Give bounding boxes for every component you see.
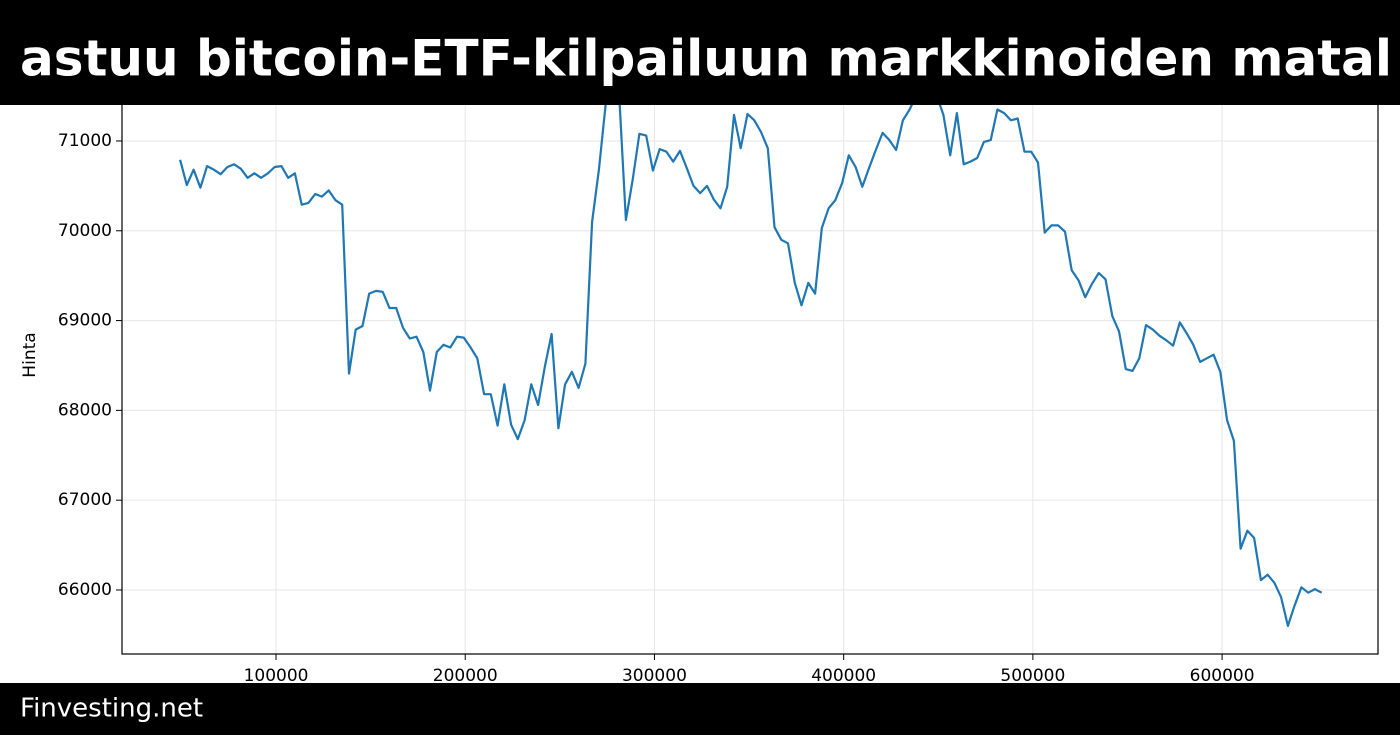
x-tick-label: 400000	[811, 666, 876, 686]
chart-title: astuu bitcoin-ETF-kilpailuun markkinoide…	[20, 30, 1392, 88]
y-tick-label: 68000	[58, 400, 112, 420]
y-tick-label: 70000	[58, 221, 112, 241]
footer-text: Finvesting.net	[20, 694, 203, 724]
x-tick-label: 300000	[622, 666, 687, 686]
plot-frame	[121, 41, 1379, 655]
y-tick-label: 66000	[58, 580, 112, 600]
footer-bar	[0, 683, 1400, 735]
x-tick-label: 200000	[433, 666, 498, 686]
x-tick-label: 100000	[244, 666, 309, 686]
x-tick-label: 500000	[1000, 666, 1065, 686]
y-tick-label: 71000	[58, 131, 112, 151]
title-banner	[0, 0, 1400, 105]
y-axis-label: Hinta	[20, 332, 40, 377]
y-tick-label: 67000	[58, 490, 112, 510]
x-tick-label: 600000	[1190, 666, 1255, 686]
y-tick-label: 69000	[58, 311, 112, 331]
price-line	[179, 78, 1323, 627]
